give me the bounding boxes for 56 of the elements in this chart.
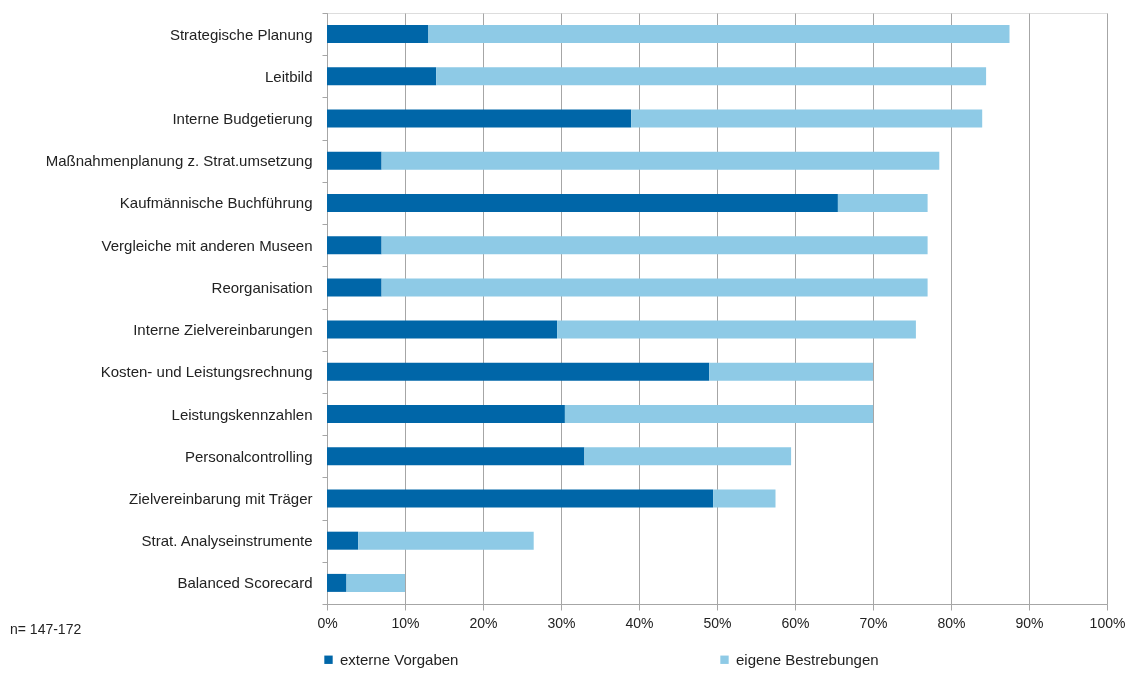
y-tick-label: Strategische Planung (169, 25, 313, 43)
bar (327, 573, 347, 592)
bar (713, 489, 776, 508)
bar (327, 447, 585, 466)
y-tick-label: Zielvereinbarung mit Träger (129, 489, 313, 507)
y-tick-label: Personalcontrolling (184, 447, 313, 465)
y-tick-label: Interne Budgetierung (172, 110, 313, 128)
y-tick-label: Maßnahmenplanung z. Strat.umsetzung (45, 152, 313, 170)
legend-label: externe Vorgaben (340, 650, 459, 668)
y-tick-label: Balanced Scorecard (177, 574, 313, 592)
bar (327, 25, 429, 44)
bar (327, 278, 382, 297)
bar (327, 531, 359, 550)
x-tick-label: 40% (625, 614, 654, 631)
y-tick-label: Kosten- und Leistungsrechnung (100, 363, 313, 381)
y-tick-label: Leistungskennzahlen (171, 405, 313, 423)
y-tick-label: Leitbild (264, 67, 313, 85)
bar (327, 236, 382, 255)
bar (381, 151, 940, 170)
bar (381, 236, 928, 255)
y-tick-label: Interne Zielvereinbarungen (133, 321, 313, 339)
bar (564, 405, 873, 424)
bar (346, 573, 405, 592)
bar (327, 320, 558, 339)
text: n= 147-172 (10, 621, 82, 637)
bar (327, 151, 382, 170)
bar (837, 193, 928, 212)
bar (428, 25, 1010, 44)
x-tick-label: 100% (1089, 614, 1126, 631)
x-tick-label: 80% (937, 614, 966, 631)
x-tick-label: 90% (1015, 614, 1044, 631)
x-tick-label: 50% (703, 614, 732, 631)
bar (557, 320, 916, 339)
y-tick-label: Strat. Analyseinstrumente (141, 532, 313, 550)
x-tick-label: 30% (547, 614, 576, 631)
bar (327, 489, 714, 508)
bar (436, 67, 987, 86)
bar (381, 278, 928, 297)
y-tick-label: Reorganisation (211, 278, 313, 296)
bar (358, 531, 534, 550)
bar (631, 109, 983, 128)
y-tick-label: Kaufmännische Buchführung (119, 194, 313, 212)
bar (327, 405, 565, 424)
bar (709, 362, 873, 381)
x-tick-label: 10% (391, 614, 420, 631)
legend-label: eigene Bestrebungen (736, 650, 879, 668)
bar (327, 109, 632, 128)
y-tick-label: Vergleiche mit anderen Museen (101, 236, 313, 254)
x-tick-label: 70% (859, 614, 888, 631)
bar (327, 193, 838, 212)
x-tick-label: 60% (781, 614, 810, 631)
x-tick-label: 0% (317, 614, 338, 631)
bar (584, 447, 792, 466)
bar (327, 362, 710, 381)
x-tick-label: 20% (469, 614, 498, 631)
bar (327, 67, 437, 86)
